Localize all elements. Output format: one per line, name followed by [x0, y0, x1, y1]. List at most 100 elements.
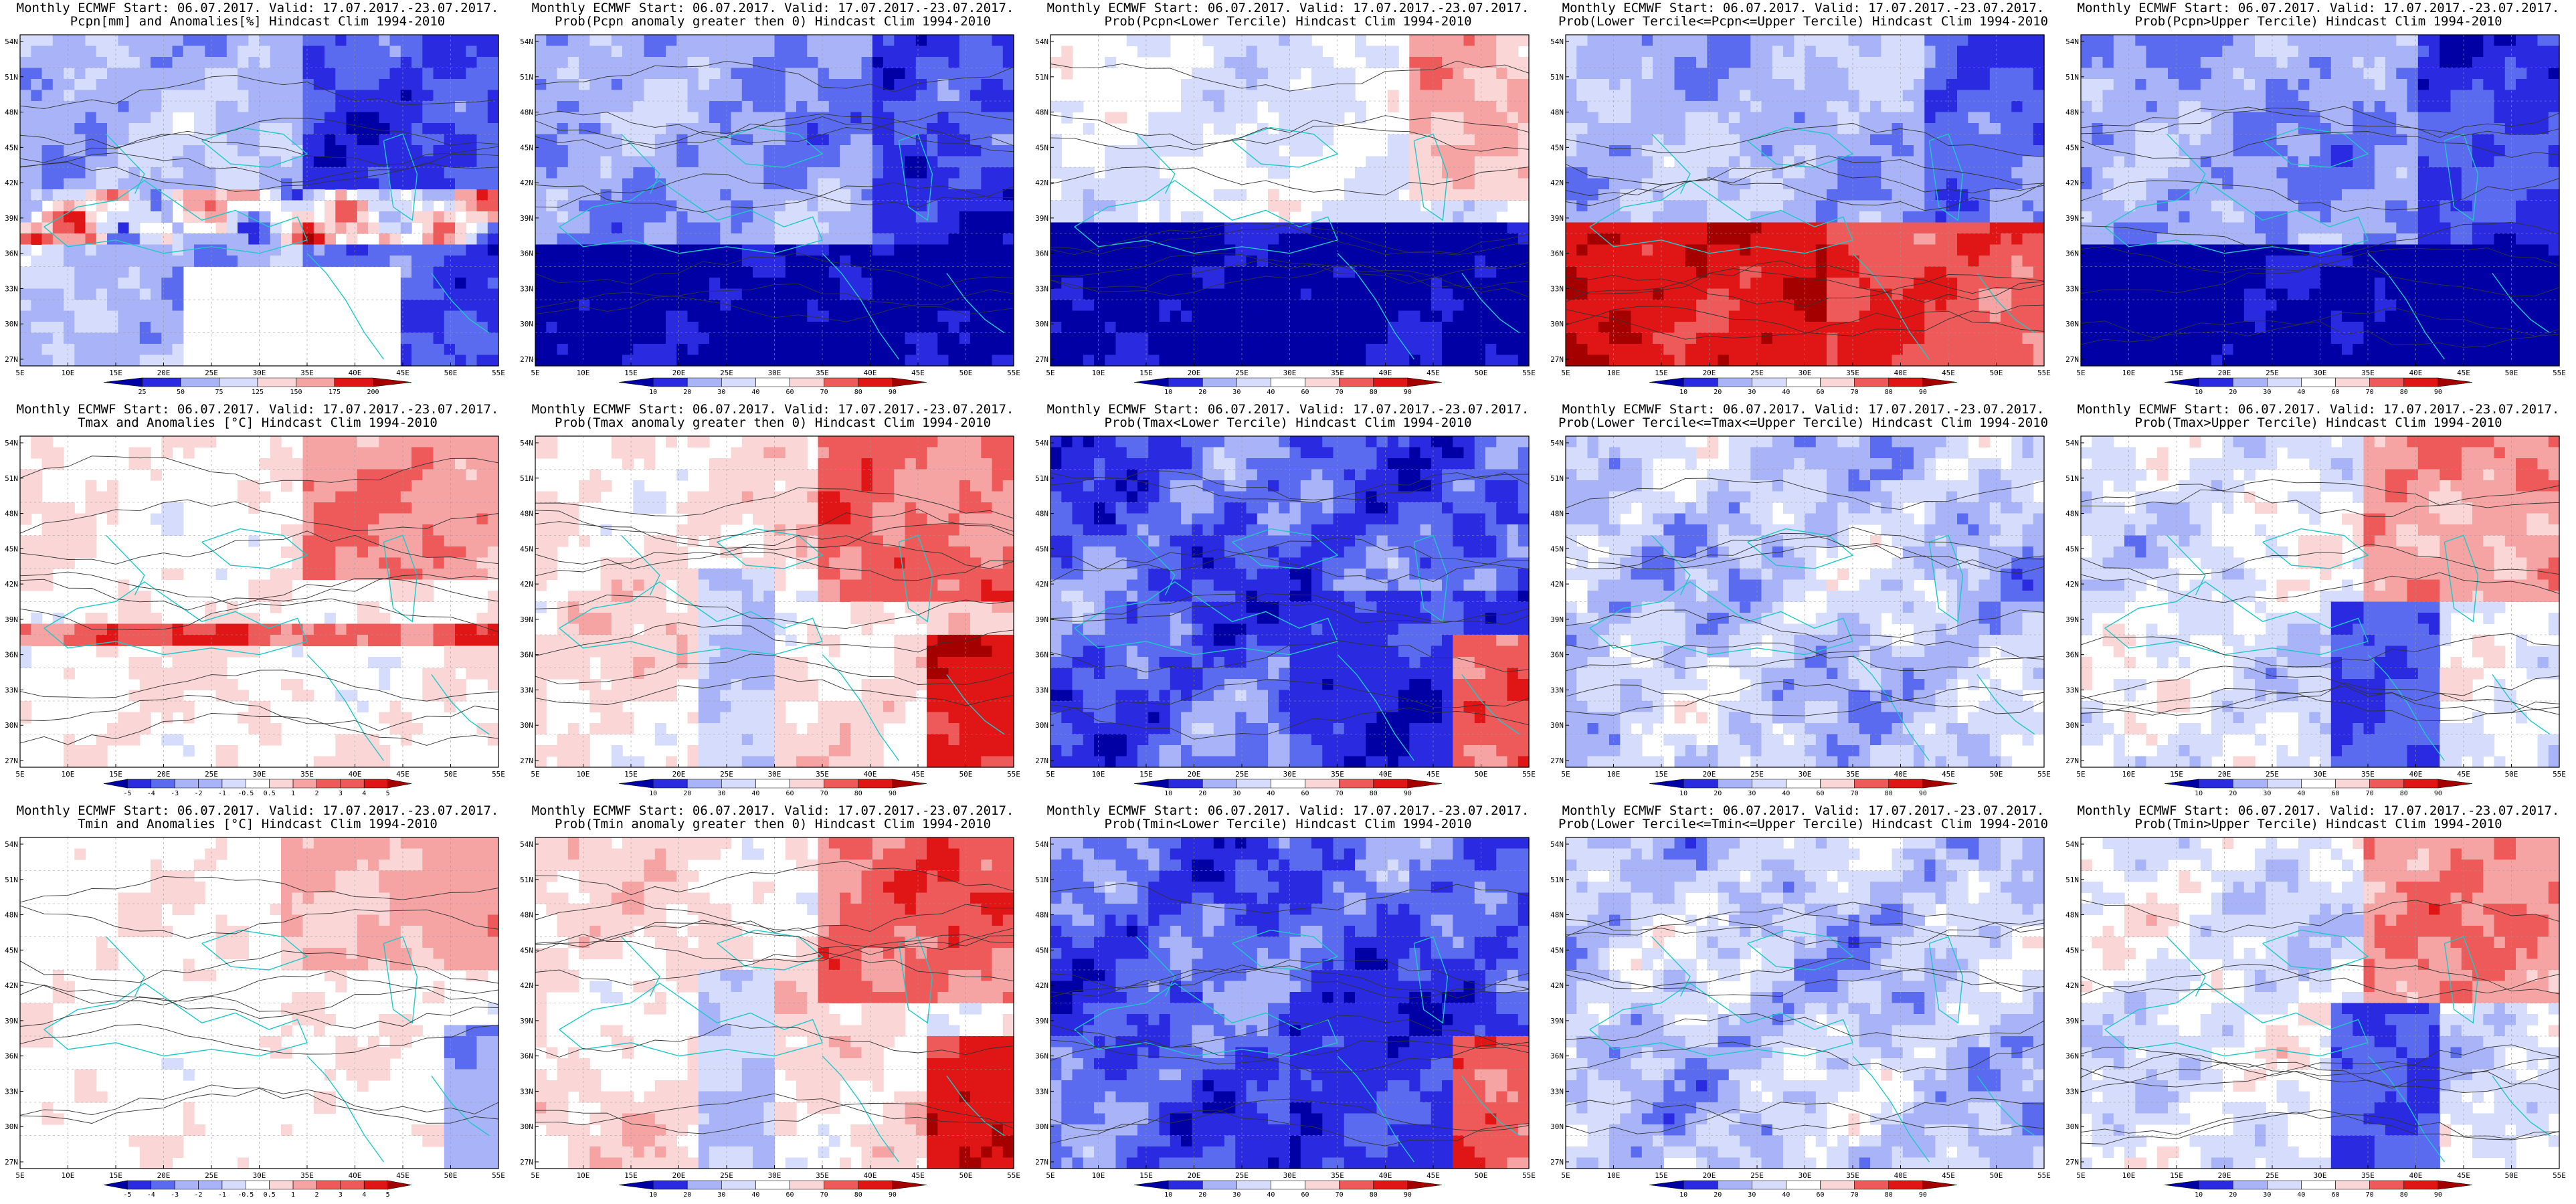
field-cell — [1192, 344, 1204, 356]
field-cell — [379, 57, 391, 69]
field-cell — [1641, 156, 1653, 168]
field-cell — [172, 145, 184, 157]
field-cell — [1740, 35, 1751, 47]
field-cell — [666, 355, 677, 367]
field-cell — [1083, 300, 1095, 312]
field-cell — [731, 101, 743, 113]
field-cell — [1740, 266, 1751, 278]
field-cell — [774, 288, 786, 300]
field-cell — [1333, 344, 1345, 356]
field-cell — [1344, 322, 1356, 334]
field-cell — [1772, 167, 1784, 179]
field-cell — [1728, 288, 1740, 300]
field-cell — [785, 344, 797, 356]
field-cell — [807, 355, 819, 367]
lat-tick-label: 27N — [520, 355, 533, 364]
field-cell — [1453, 178, 1465, 190]
field-cell — [1946, 101, 1958, 113]
field-cell — [1761, 68, 1773, 80]
field-cell — [1115, 310, 1127, 322]
field-cell — [1935, 288, 1947, 300]
field-cell — [118, 68, 130, 80]
field-cell — [1409, 244, 1421, 256]
field-cell — [139, 211, 151, 223]
field-cell — [546, 211, 558, 223]
field-cell — [1772, 211, 1784, 223]
field-cell — [1002, 233, 1014, 245]
field-cell — [1772, 112, 1784, 124]
field-cell — [215, 156, 227, 168]
field-cell — [1631, 45, 1643, 58]
field-cell — [731, 112, 743, 124]
field-cell — [1322, 266, 1334, 278]
field-cell — [1663, 200, 1675, 212]
field-cell — [1463, 45, 1475, 58]
field-cell — [1002, 200, 1014, 212]
field-cell — [1355, 178, 1366, 190]
field-cell — [1485, 233, 1497, 245]
field-cell — [709, 112, 721, 124]
field-cell — [861, 355, 873, 367]
field-cell — [883, 300, 895, 312]
field-cell — [292, 35, 304, 47]
field-cell — [633, 35, 645, 47]
field-cell — [1837, 288, 1849, 300]
field-cell — [487, 332, 499, 344]
field-cell — [1268, 189, 1279, 201]
field-cell — [1366, 45, 1378, 58]
field-cell — [741, 256, 753, 268]
field-cell — [64, 90, 75, 102]
field-cell — [433, 288, 445, 300]
field-cell — [937, 278, 949, 290]
field-cell — [1355, 35, 1366, 47]
field-cell — [774, 90, 786, 102]
field-cell — [1685, 167, 1697, 179]
field-cell — [444, 266, 456, 278]
field-cell — [818, 79, 830, 91]
field-cell — [1914, 322, 1925, 334]
field-cell — [1837, 112, 1849, 124]
field-cell — [970, 156, 982, 168]
lon-tick-label: 20E — [672, 369, 686, 377]
contour-line — [535, 60, 1014, 92]
field-cell — [1246, 79, 1258, 91]
field-cell — [1750, 266, 1762, 278]
field-cell — [796, 134, 808, 146]
field-cell — [226, 189, 238, 201]
field-cell — [281, 256, 292, 268]
field-cell — [1685, 123, 1697, 135]
field-cell — [796, 156, 808, 168]
field-cell — [709, 79, 721, 91]
field-cell — [589, 310, 602, 322]
field-cell — [622, 189, 634, 201]
field-cell — [567, 222, 579, 234]
field-cell — [368, 123, 379, 135]
field-cell — [433, 57, 445, 69]
field-cell — [992, 355, 1004, 367]
field-cell — [1870, 101, 1881, 113]
field-cell — [1641, 332, 1653, 344]
field-cell — [546, 266, 558, 278]
field-cell — [1870, 189, 1881, 201]
field-cell — [1268, 90, 1279, 102]
field-cell — [1246, 35, 1258, 47]
field-cell — [1442, 233, 1453, 245]
field-cell — [2022, 256, 2034, 268]
field-cell — [687, 156, 699, 168]
field-cell — [1957, 90, 1968, 102]
field-cell — [1848, 79, 1860, 91]
field-cell — [763, 300, 775, 312]
field-cell — [1094, 310, 1105, 322]
field-cell — [1311, 233, 1323, 245]
field-cell — [1696, 57, 1708, 69]
field-cell — [622, 278, 634, 290]
field-cell — [107, 233, 118, 245]
field-cell — [535, 189, 547, 201]
field-cell — [1783, 178, 1795, 190]
field-cell — [2033, 278, 2045, 290]
field-cell — [292, 222, 304, 234]
field-cell — [1663, 310, 1675, 322]
field-cell — [41, 310, 54, 322]
field-cell — [259, 233, 271, 245]
field-cell — [1794, 233, 1806, 245]
